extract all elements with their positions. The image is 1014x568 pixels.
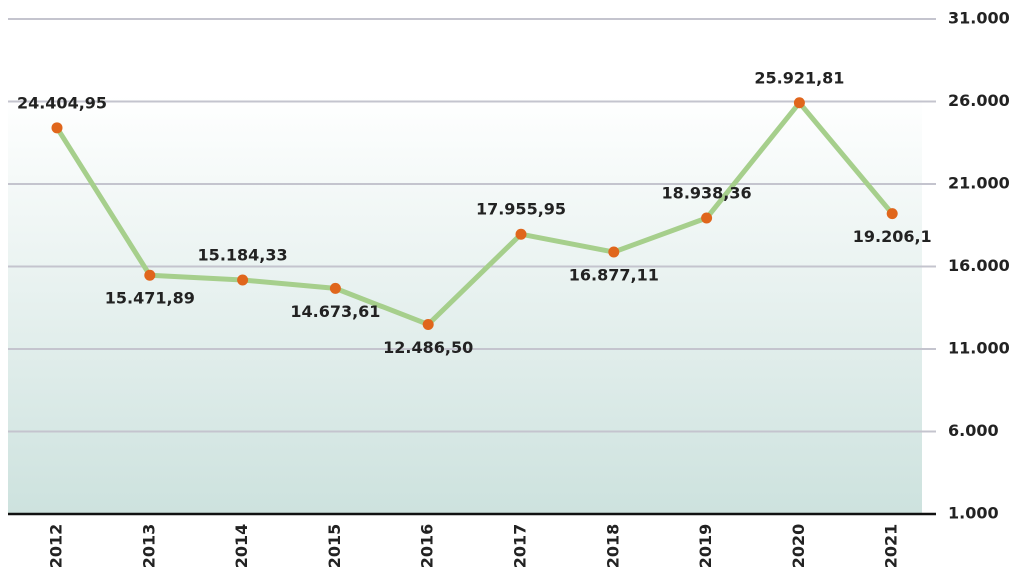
y-tick-label: 26.000 — [948, 91, 1010, 110]
marker — [793, 97, 805, 109]
data-label: 18.938,36 — [662, 184, 752, 203]
x-tick-label: 2014 — [232, 524, 251, 568]
marker — [51, 122, 63, 134]
y-tick-label: 31.000 — [948, 9, 1010, 28]
data-label: 19.206,1 — [853, 227, 932, 246]
data-label: 15.184,33 — [198, 245, 288, 264]
line — [54, 100, 895, 327]
data-label: 17.955,95 — [476, 200, 566, 219]
y-tick-label: 16.000 — [948, 256, 1010, 275]
data-label: 12.486,50 — [383, 338, 473, 357]
marker — [329, 282, 341, 294]
marker — [515, 228, 527, 240]
x-tick-label: 2021 — [882, 524, 901, 568]
marker — [237, 274, 249, 286]
x-tick-label: 2017 — [511, 524, 530, 568]
data-label: 15.471,89 — [105, 289, 195, 308]
x-tick-label: 2019 — [696, 524, 715, 568]
data-label: 16.877,11 — [569, 266, 659, 285]
data-label: 24.404,95 — [17, 93, 107, 112]
plot-background — [8, 95, 922, 514]
y-tick-label: 11.000 — [948, 339, 1010, 358]
x-tick-label: 2015 — [325, 524, 344, 568]
data-label: 14.673,61 — [290, 302, 380, 321]
x-tick-label: 2020 — [789, 524, 808, 568]
x-tick-label: 2012 — [47, 524, 66, 568]
x-tick-label: 2018 — [603, 524, 622, 568]
marker — [886, 208, 898, 220]
data-label: 25.921,81 — [754, 68, 844, 87]
x-tick-label: 2016 — [418, 524, 437, 568]
x-tick-label: 2013 — [139, 524, 158, 568]
marker — [144, 269, 156, 281]
y-tick-label: 1.000 — [948, 504, 999, 523]
marker — [701, 212, 713, 224]
y-tick-label: 21.000 — [948, 174, 1010, 193]
marker — [608, 246, 620, 258]
y-tick-label: 6.000 — [948, 421, 999, 440]
marker — [422, 318, 434, 330]
